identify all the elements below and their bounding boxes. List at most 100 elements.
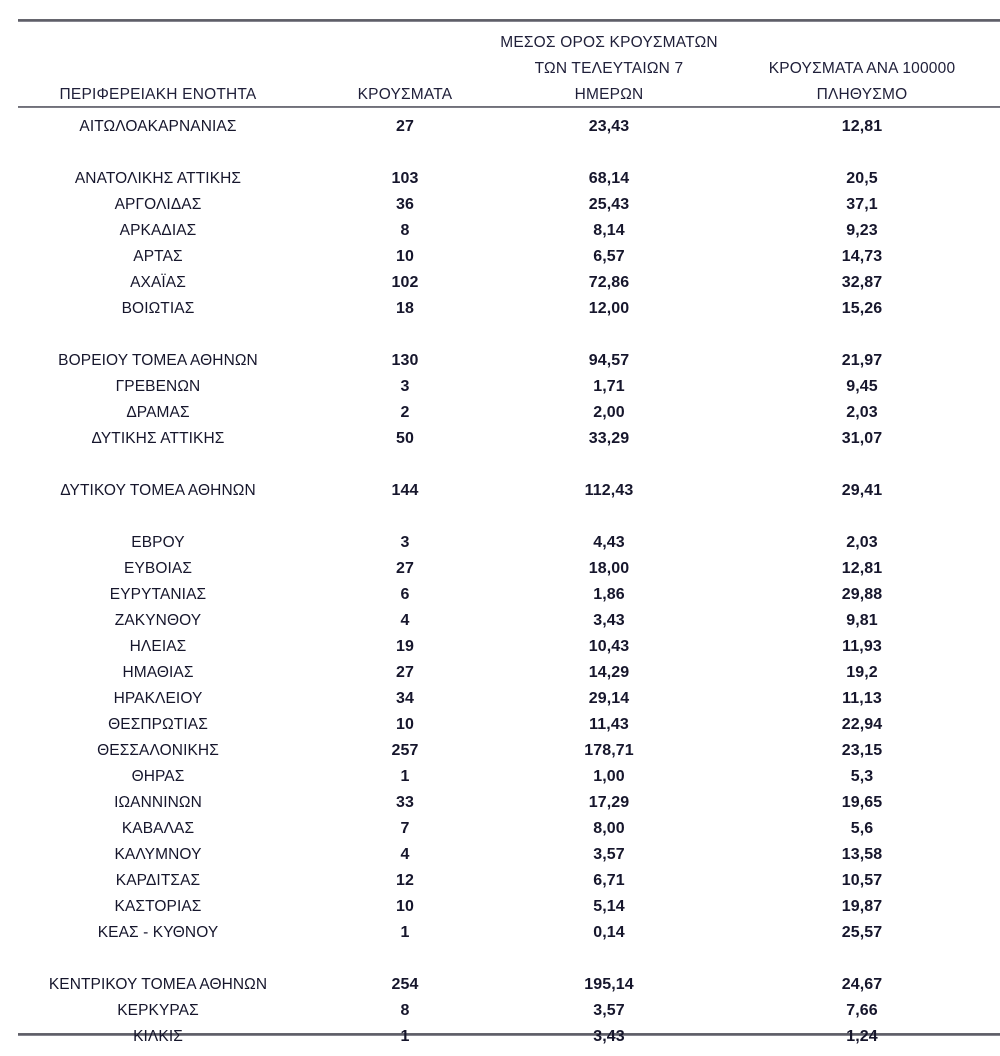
cell-cases-per-100000: 13,58 (841, 846, 883, 863)
table-body: ΑΙΤΩΛΟΑΚΑΡΝΑΝΙΑΣ 27 23,43 12,81 ΑΝΑΤΟΛΙΚΗΣ Α… (0, 110, 1000, 1050)
table-row[interactable]: ΘΕΣΠΡΩΤΙΑΣ 10 11,43 22,94 (0, 712, 1000, 738)
cell-cases: 103 (391, 170, 419, 187)
cell-cases: 144 (391, 482, 419, 499)
table-gap-row (0, 322, 1000, 348)
cell-regional-unit: ΚΕΝΤΡΙΚΟΥ ΤΟΜΕΑ ΑΘΗΝΩΝ (48, 976, 268, 993)
cell-seven-day-average: 8,14 (593, 222, 625, 239)
cell-cases-per-100000: 12,81 (841, 560, 883, 577)
table-row[interactable]: ΑΝΑΤΟΛΙΚΗΣ ΑΤΤΙΚΗΣ 103 68,14 20,5 (0, 166, 1000, 192)
table-row[interactable]: ΔΥΤΙΚΗΣ ΑΤΤΙΚΗΣ 50 33,29 31,07 (0, 426, 1000, 452)
table-row[interactable]: ΚΑΣΤΟΡΙΑΣ 10 5,14 19,87 (0, 894, 1000, 920)
table-row[interactable]: ΚΕΝΤΡΙΚΟΥ ΤΟΜΕΑ ΑΘΗΝΩΝ 254 195,14 24,67 (0, 972, 1000, 998)
header-spacer-cell-4 (724, 0, 1000, 30)
cell-seven-day-average: 25,43 (588, 196, 630, 213)
table-row[interactable]: ΚΕΑΣ - ΚΥΘΝΟΥ 1 0,14 25,57 (0, 920, 1000, 946)
table-row[interactable]: ΕΒΡΟΥ 3 4,43 2,03 (0, 530, 1000, 556)
table-gap-cell (724, 140, 1000, 166)
cell-seven-day-average: 1,86 (593, 586, 625, 603)
cell-regional-unit: ΚΙΛΚΙΣ (133, 1028, 183, 1045)
table-row[interactable]: ΕΥΡΥΤΑΝΙΑΣ 6 1,86 29,88 (0, 582, 1000, 608)
column-header-seven-day-average-line3: ΗΜΕΡΩΝ (574, 86, 644, 103)
cell-regional-unit: ΘΕΣΣΑΛΟΝΙΚΗΣ (97, 742, 219, 759)
table-gap-cell (494, 322, 724, 348)
cell-regional-unit: ΗΜΑΘΙΑΣ (122, 664, 194, 681)
cell-cases: 12 (396, 872, 414, 889)
table-row[interactable]: ΗΡΑΚΛΕΙΟΥ 34 29,14 11,13 (0, 686, 1000, 712)
table-row[interactable]: ΒΟΡΕΙΟΥ ΤΟΜΕΑ ΑΘΗΝΩΝ 130 94,57 21,97 (0, 348, 1000, 374)
cell-seven-day-average: 195,14 (584, 976, 634, 993)
table-row[interactable]: ΑΙΤΩΛΟΑΚΑΡΝΑΝΙΑΣ 27 23,43 12,81 (0, 110, 1000, 140)
cell-cases: 1 (400, 924, 410, 941)
cell-cases-per-100000: 22,94 (841, 716, 883, 733)
table-gap-row (0, 140, 1000, 166)
cell-cases-per-100000: 32,87 (841, 274, 883, 291)
table-row[interactable]: ΑΡΚΑΔΙΑΣ 8 8,14 9,23 (0, 218, 1000, 244)
cell-cases: 102 (391, 274, 419, 291)
table-gap-row (0, 452, 1000, 478)
cell-cases: 10 (396, 248, 414, 265)
cell-cases-per-100000: 29,41 (841, 482, 883, 499)
table-row[interactable]: ΗΜΑΘΙΑΣ 27 14,29 19,2 (0, 660, 1000, 686)
column-header-cases-per-100000: ΚΡΟΥΣΜΑΤΑ ΑΝΑ 100000 ΠΛΗΘΥΣΜΟ (724, 30, 1000, 110)
cell-seven-day-average: 17,29 (588, 794, 630, 811)
table-row[interactable]: ΘΗΡΑΣ 1 1,00 5,3 (0, 764, 1000, 790)
cell-cases-per-100000: 15,26 (841, 300, 883, 317)
table-gap-row (0, 946, 1000, 972)
table-top-rule (18, 19, 1000, 22)
cell-regional-unit: ΒΟΡΕΙΟΥ ΤΟΜΕΑ ΑΘΗΝΩΝ (58, 352, 258, 369)
cell-regional-unit: ΑΡΓΟΛΙΔΑΣ (114, 196, 202, 213)
table-row[interactable]: ΚΑΒΑΛΑΣ 7 8,00 5,6 (0, 816, 1000, 842)
cell-cases: 10 (396, 898, 414, 915)
cell-seven-day-average: 1,71 (593, 378, 625, 395)
cell-regional-unit: ΙΩΑΝΝΙΝΩΝ (114, 794, 202, 811)
table-row[interactable]: ΔΥΤΙΚΟΥ ΤΟΜΕΑ ΑΘΗΝΩΝ 144 112,43 29,41 (0, 478, 1000, 504)
table-row[interactable]: ΙΩΑΝΝΙΝΩΝ 33 17,29 19,65 (0, 790, 1000, 816)
table-row[interactable]: ΚΕΡΚΥΡΑΣ 8 3,57 7,66 (0, 998, 1000, 1024)
cell-cases-per-100000: 10,57 (841, 872, 883, 889)
cell-seven-day-average: 178,71 (584, 742, 634, 759)
cell-cases-per-100000: 20,5 (846, 170, 878, 187)
table-gap-cell (0, 504, 316, 530)
table-gap-cell (0, 946, 316, 972)
cell-cases-per-100000: 2,03 (846, 404, 878, 421)
table-row[interactable]: ΑΡΓΟΛΙΔΑΣ 36 25,43 37,1 (0, 192, 1000, 218)
table-row[interactable]: ΕΥΒΟΙΑΣ 27 18,00 12,81 (0, 556, 1000, 582)
cell-cases: 7 (400, 820, 410, 837)
header-top-spacer-row (0, 0, 1000, 30)
cell-seven-day-average: 10,43 (588, 638, 630, 655)
table-row[interactable]: ΚΙΛΚΙΣ 1 3,43 1,24 (0, 1024, 1000, 1050)
table-row[interactable]: ΗΛΕΙΑΣ 19 10,43 11,93 (0, 634, 1000, 660)
table-row[interactable]: ΓΡΕΒΕΝΩΝ 3 1,71 9,45 (0, 374, 1000, 400)
table-gap-cell (316, 452, 494, 478)
table-row[interactable]: ΒΟΙΩΤΙΑΣ 18 12,00 15,26 (0, 296, 1000, 322)
cell-cases-per-100000: 14,73 (841, 248, 883, 265)
cell-regional-unit: ΔΡΑΜΑΣ (126, 404, 190, 421)
column-header-seven-day-average-line1: ΜΕΣΟΣ ΟΡΟΣ ΚΡΟΥΣΜΑΤΩΝ (500, 34, 718, 51)
cell-regional-unit: ΑΡΚΑΔΙΑΣ (119, 222, 197, 239)
table-gap-cell (316, 140, 494, 166)
cell-seven-day-average: 68,14 (588, 170, 630, 187)
cell-seven-day-average: 3,57 (593, 1002, 625, 1019)
cell-seven-day-average: 12,00 (588, 300, 630, 317)
table-row[interactable]: ΔΡΑΜΑΣ 2 2,00 2,03 (0, 400, 1000, 426)
table-gap-row (0, 504, 1000, 530)
column-header-cases-line3: ΚΡΟΥΣΜΑΤΑ (357, 86, 453, 103)
cell-seven-day-average: 1,00 (593, 768, 625, 785)
cell-cases-per-100000: 7,66 (846, 1002, 878, 1019)
cell-regional-unit: ΑΧΑΪΑΣ (130, 274, 186, 291)
cell-cases: 8 (400, 1002, 410, 1019)
table-row[interactable]: ΚΑΛΥΜΝΟΥ 4 3,57 13,58 (0, 842, 1000, 868)
table-row[interactable]: ΖΑΚΥΝΘΟΥ 4 3,43 9,81 (0, 608, 1000, 634)
table-row[interactable]: ΘΕΣΣΑΛΟΝΙΚΗΣ 257 178,71 23,15 (0, 738, 1000, 764)
cell-cases-per-100000: 11,13 (842, 690, 882, 707)
cell-seven-day-average: 29,14 (588, 690, 630, 707)
cell-cases-per-100000: 1,24 (846, 1028, 878, 1045)
table-row[interactable]: ΑΡΤΑΣ 10 6,57 14,73 (0, 244, 1000, 270)
cell-cases-per-100000: 19,87 (841, 898, 883, 915)
column-header-cases: ΚΡΟΥΣΜΑΤΑ (316, 30, 494, 110)
table-row[interactable]: ΚΑΡΔΙΤΣΑΣ 12 6,71 10,57 (0, 868, 1000, 894)
cell-regional-unit: ΗΡΑΚΛΕΙΟΥ (113, 690, 203, 707)
cell-cases: 1 (400, 768, 410, 785)
table-row[interactable]: ΑΧΑΪΑΣ 102 72,86 32,87 (0, 270, 1000, 296)
